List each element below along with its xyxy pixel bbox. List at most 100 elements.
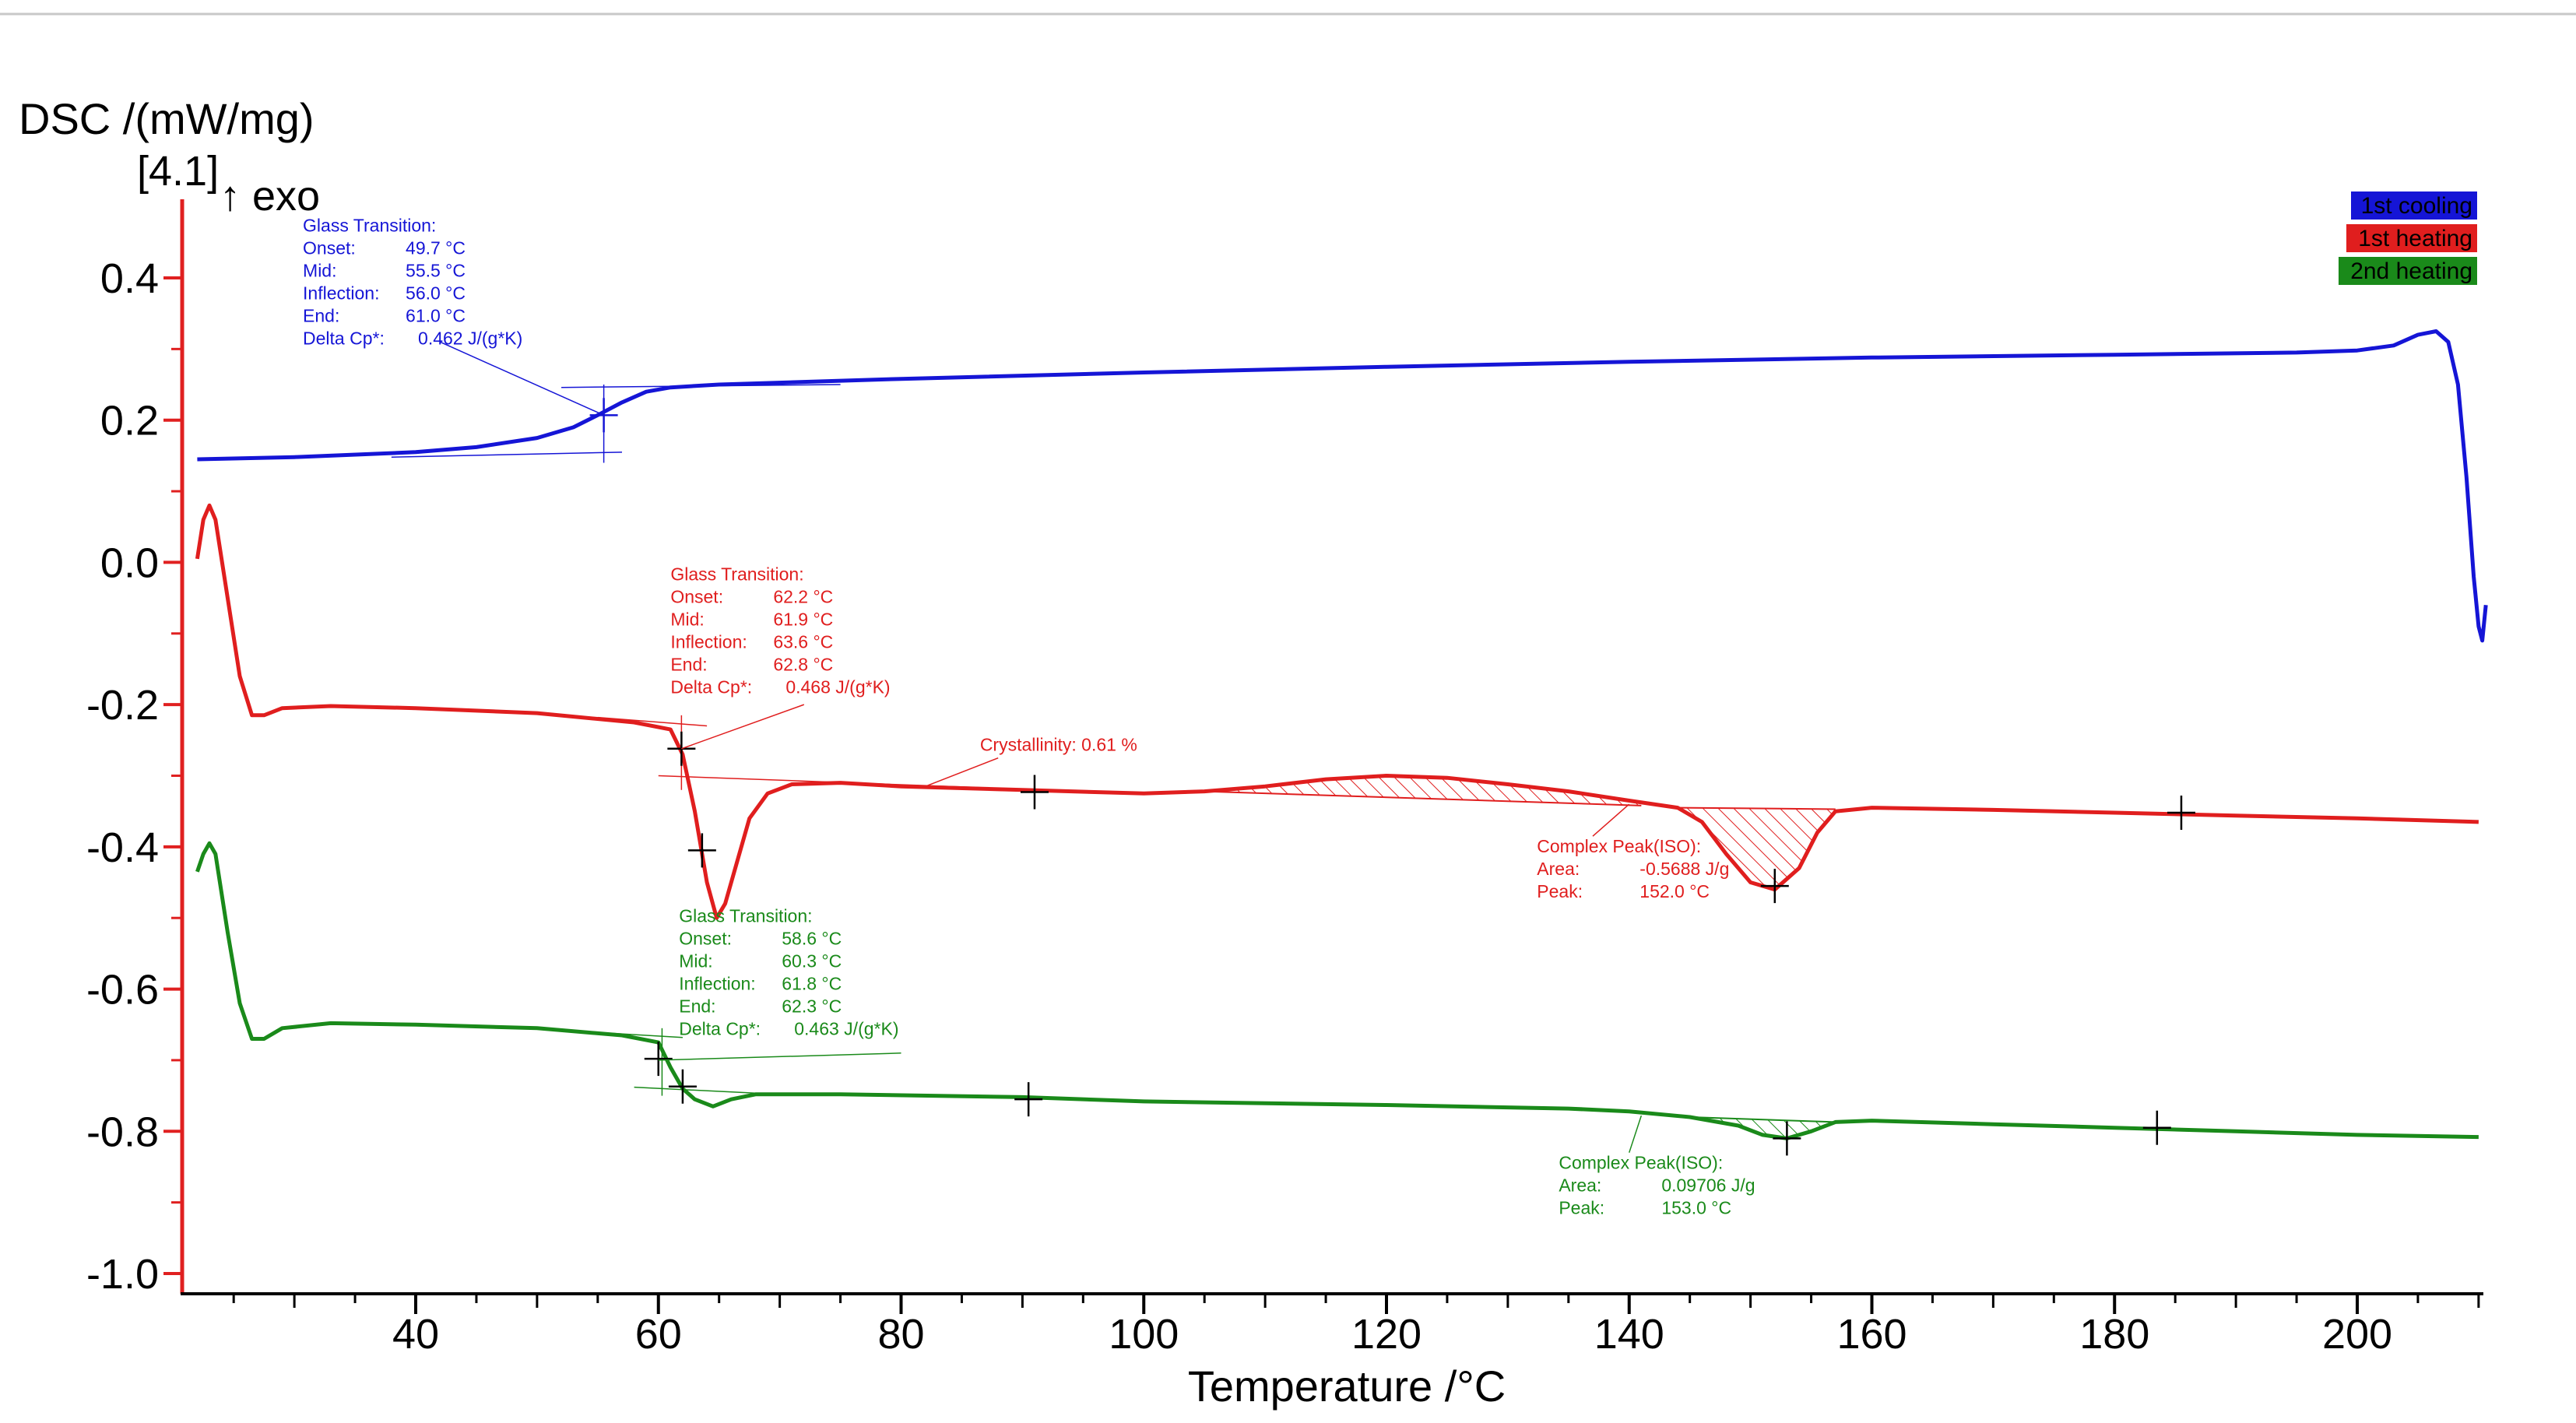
- annotation-row-label: Delta Cp*:: [670, 676, 752, 697]
- x-tick-label: 200: [2322, 1311, 2392, 1358]
- annotation-row-label: Delta Cp*:: [679, 1019, 761, 1039]
- annotation-title: Complex Peak(ISO):: [1537, 836, 1701, 856]
- legend-swatch-2nd-heating: [2339, 257, 2477, 285]
- annotation-row-value: 61.8 °C: [782, 974, 842, 994]
- y-tick-label: -0.6: [86, 967, 159, 1014]
- x-tick-label: 100: [1109, 1311, 1179, 1358]
- cross-marker: [668, 1069, 697, 1104]
- annotation-row-label: Onset:: [303, 238, 356, 258]
- annotation-green-complex-peak: Complex Peak(ISO):Area: 0.09706 J/g Peak: 1…: [1559, 1115, 1755, 1218]
- annotation-row-value: 61.0 °C: [406, 306, 466, 326]
- legend-label-2nd-heating: 2nd heating: [2350, 258, 2472, 284]
- annotation-row-label: End:: [679, 996, 715, 1017]
- annotation-row-value: 0.09706 J/g: [1661, 1175, 1755, 1196]
- legend-swatch-1st-cooling: [2351, 191, 2477, 220]
- legend-swatch-1st-heating: [2346, 224, 2477, 252]
- annotation-row-value: 56.0 °C: [406, 283, 466, 304]
- x-tick-label: 40: [392, 1311, 439, 1358]
- annotation-row-label: Onset:: [670, 586, 723, 606]
- marker-layer: [589, 398, 2195, 1156]
- annotation-row-value: 62.2 °C: [773, 586, 833, 606]
- shaded-region-layer: [391, 384, 1836, 1138]
- cross-marker: [1020, 775, 1049, 810]
- annotation-leader: [1629, 1115, 1643, 1153]
- x-axis-title: Temperature /°C: [1188, 1362, 1506, 1411]
- y-tick-label: -0.4: [86, 824, 159, 871]
- y-axis-tag: [4.1]: [137, 148, 219, 195]
- annotation-row-value: 62.3 °C: [782, 996, 842, 1017]
- shaded-crystallinity-1st-heating: [1204, 775, 1642, 806]
- annotation-row-label: Inflection:: [303, 283, 379, 304]
- annotation-row-label: Peak:: [1537, 881, 1583, 901]
- y-tick-label: -1.0: [86, 1251, 159, 1298]
- annotation-blue-glass-transition: Glass Transition:Onset: 49.7 °C Mid: 55.5 °…: [303, 216, 604, 416]
- annotation-red-complex-peak: Complex Peak(ISO): Area: -0.5688 J/g Peak: 1…: [1537, 803, 1729, 901]
- x-tick-label: 80: [877, 1311, 924, 1358]
- cross-marker: [1760, 869, 1789, 904]
- cross-marker: [687, 833, 716, 868]
- series-line-2nd-heating: [195, 841, 2479, 1140]
- y-axis-title: DSC /(mW/mg): [19, 94, 315, 143]
- annotation-row-label: Peak:: [1559, 1198, 1604, 1218]
- y-tick-label: 0.4: [100, 255, 159, 302]
- annotation-row-value: 152.0 °C: [1639, 881, 1710, 901]
- annotation-row-label: Mid:: [303, 261, 336, 281]
- annotation-row-label: End:: [303, 306, 339, 326]
- series-line-1st-heating: [195, 503, 2479, 920]
- annotation-leader: [925, 757, 999, 787]
- annotation-title: Complex Peak(ISO):: [1559, 1153, 1723, 1173]
- annotation-row-value: 0.468 J/(g*K): [785, 676, 890, 697]
- annotation-row-value: 153.0 °C: [1661, 1198, 1731, 1218]
- annotation-row-value: -0.5688 J/g: [1639, 859, 1729, 879]
- annotation-row-label: Area:: [1559, 1175, 1601, 1196]
- annotation-row-value: 63.6 °C: [773, 631, 833, 652]
- annotation-title: Glass Transition:: [303, 216, 436, 236]
- legend-label-1st-cooling: 1st cooling: [2361, 193, 2472, 219]
- exo-label: ↑ exo: [220, 173, 320, 220]
- annotation-green-glass-transition: Glass Transition: Onset: 58.6 °C Mid: 60.3 °…: [658, 906, 901, 1061]
- y-tick-label: -0.8: [86, 1109, 159, 1155]
- y-tick-label: 0.2: [100, 398, 159, 444]
- cross-marker: [644, 1042, 673, 1077]
- annotation-leader: [658, 1052, 901, 1061]
- annotation-leader: [439, 341, 604, 416]
- tick-layer: 40 60 80 100 120 140 160 180 200 0.4 0.2 0.0 -0.2 -0.…: [86, 255, 2480, 1358]
- annotation-row-label: Mid:: [679, 951, 712, 972]
- annotation-row-label: End:: [670, 654, 707, 674]
- y-tick-label: 0.0: [100, 539, 159, 586]
- legend: 1st cooling 1st heating 2nd heating: [2339, 191, 2477, 285]
- annotation-title: Glass Transition:: [679, 906, 812, 926]
- series-line-1st-cooling: [197, 329, 2488, 643]
- annotation-red-crystallinity: Crystallinity: 0.61 %: [925, 735, 1137, 787]
- annotation-row-label: Inflection:: [679, 974, 755, 994]
- annotation-row-value: 60.3 °C: [782, 951, 842, 972]
- annotation-row-label: Onset:: [679, 929, 732, 949]
- y-tick-label: -0.2: [86, 682, 159, 729]
- annotation-row-value: 0.462 J/(g*K): [418, 329, 522, 349]
- annotation-row-label: Delta Cp*:: [303, 329, 385, 349]
- annotation-row-label: Mid:: [670, 609, 704, 629]
- annotation-row-label: Inflection:: [670, 631, 747, 652]
- baseline-peak-1st-heating: [1678, 806, 1836, 810]
- annotation-row-label: Area:: [1537, 859, 1580, 879]
- x-tick-label: 120: [1351, 1311, 1422, 1358]
- x-tick-label: 160: [1836, 1311, 1907, 1358]
- annotation-row-value: 55.5 °C: [406, 261, 466, 281]
- cross-marker: [2142, 1110, 2171, 1145]
- annotation-row-value: 0.463 J/(g*K): [794, 1019, 898, 1039]
- legend-label-1st-heating: 1st heating: [2358, 226, 2472, 251]
- annotation-row-value: 49.7 °C: [406, 238, 466, 258]
- cross-marker: [1773, 1121, 1801, 1156]
- annotation-row-value: 61.9 °C: [773, 609, 833, 629]
- baseline-crystallinity-1st-heating: [1204, 790, 1642, 806]
- annotation-row-value: 62.8 °C: [773, 654, 833, 674]
- cross-marker: [1014, 1082, 1043, 1117]
- series-layer: [195, 329, 2488, 1140]
- x-tick-label: 140: [1594, 1311, 1664, 1358]
- cross-marker: [2167, 796, 2195, 831]
- annotation-title: Crystallinity: 0.61 %: [980, 735, 1137, 755]
- annotation-row-value: 58.6 °C: [782, 929, 842, 949]
- annotation-red-glass-transition: Glass Transition:Onset: 62.2 °C Mid: 61.9 °…: [670, 564, 891, 750]
